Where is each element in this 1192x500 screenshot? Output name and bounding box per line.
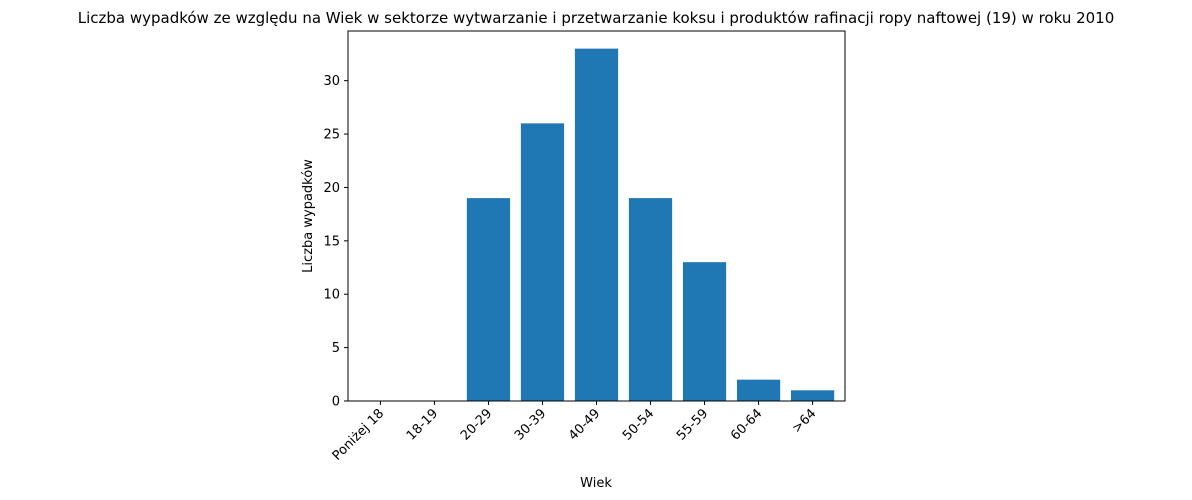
bar-40-49 <box>574 48 619 402</box>
y-tick-label: 10 <box>323 288 340 303</box>
x-tick-label: 40-49 <box>566 406 603 443</box>
x-tick-label: >64 <box>789 406 819 436</box>
y-tick-label: 15 <box>323 234 340 249</box>
x-tick-label: 20-29 <box>458 406 495 443</box>
bar-30-39 <box>520 123 565 402</box>
x-tick-label: 60-64 <box>728 406 765 443</box>
x-tick-label: 55-59 <box>674 406 711 443</box>
y-tick-label: 25 <box>323 128 340 143</box>
y-tick-label: 30 <box>323 74 340 89</box>
bar-20-29 <box>466 198 511 401</box>
y-tick-label: 5 <box>332 341 340 356</box>
plot-area: 0 5 10 15 20 25 30 Poniżej 18 18-19 20-29 30-39 40-… <box>323 30 846 464</box>
bar-55-59 <box>682 262 727 401</box>
x-tick-label: 50-54 <box>620 406 657 443</box>
x-tick-label: 18-19 <box>404 406 441 443</box>
y-axis-label: Liczba wypadków <box>301 159 316 273</box>
x-tick-label: 30-39 <box>512 406 549 443</box>
y-tick-label: 0 <box>332 395 340 410</box>
bar->64 <box>790 390 835 401</box>
chart-title: Liczba wypadków ze względu na Wiek w sek… <box>78 9 1115 27</box>
bar-50-54 <box>628 198 673 401</box>
y-tick-label: 20 <box>323 181 340 196</box>
x-axis-label: Wiek <box>580 476 612 491</box>
bar-60-64 <box>736 379 781 401</box>
x-tick-label: Poniżej 18 <box>330 406 387 463</box>
